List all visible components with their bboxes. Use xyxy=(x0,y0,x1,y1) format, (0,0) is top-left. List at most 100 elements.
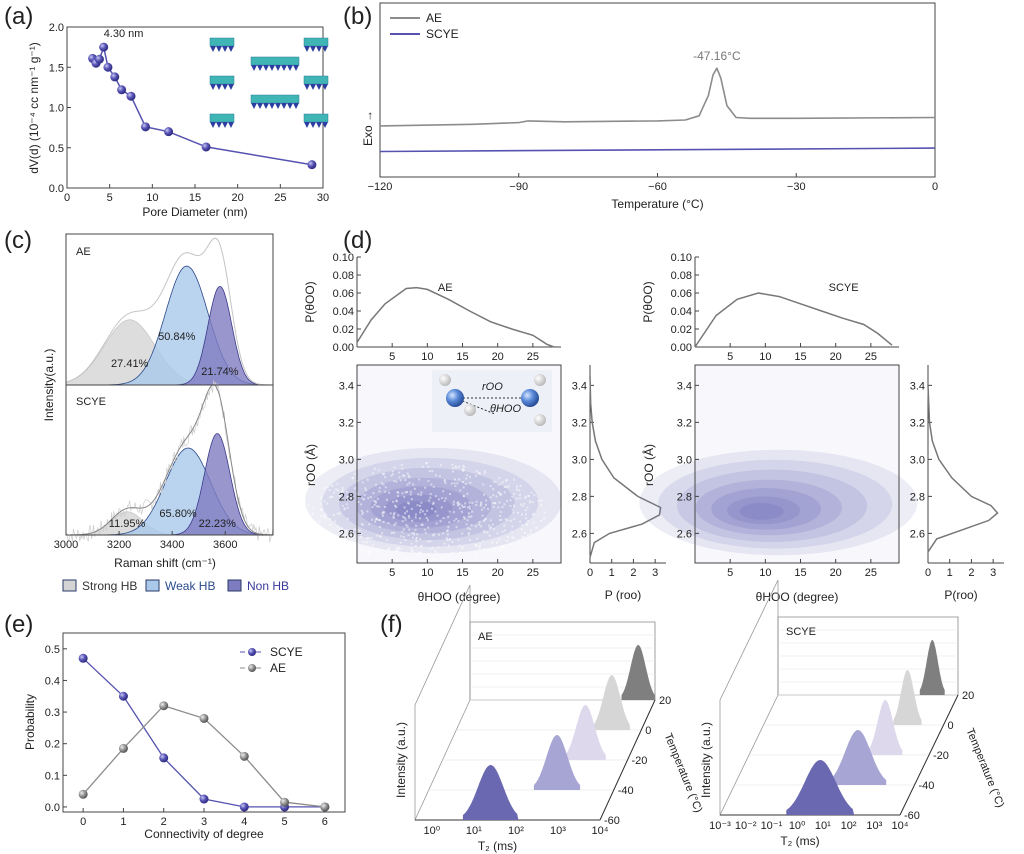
density-speckle xyxy=(510,543,513,546)
density-speckle xyxy=(468,505,471,508)
density-speckle xyxy=(481,514,484,517)
density-speckle xyxy=(457,504,460,507)
density-contour xyxy=(658,459,893,549)
density-speckle xyxy=(332,535,335,538)
density-speckle xyxy=(427,479,430,482)
density-speckle xyxy=(401,474,404,477)
density-speckle xyxy=(408,516,411,519)
density-speckle xyxy=(326,502,329,505)
density-speckle xyxy=(404,512,407,515)
density-speckle xyxy=(367,537,370,540)
structure-block xyxy=(209,75,235,85)
density-speckle xyxy=(535,526,538,529)
density-speckle xyxy=(360,509,363,512)
density-speckle xyxy=(443,480,446,483)
density-speckle xyxy=(329,523,332,526)
density-speckle xyxy=(365,541,368,544)
density-speckle xyxy=(308,518,311,521)
density-speckle xyxy=(432,485,435,488)
top-y-axis-label: P(θOO) xyxy=(641,281,655,322)
density-speckle xyxy=(330,539,333,542)
legend-label: SCYE xyxy=(270,645,303,659)
density-speckle xyxy=(512,511,515,514)
density-speckle xyxy=(419,537,422,540)
x-tick-label: 20 xyxy=(492,567,504,579)
density-speckle xyxy=(429,540,432,543)
density-speckle xyxy=(361,511,364,514)
density-speckle xyxy=(385,539,388,542)
density-speckle xyxy=(448,558,451,561)
t2-peak--20 xyxy=(868,700,903,755)
density-speckle xyxy=(409,490,412,493)
density-speckle xyxy=(426,509,429,512)
density-speckle xyxy=(440,497,443,500)
density-speckle xyxy=(424,513,427,516)
density-speckle xyxy=(323,500,326,503)
density-speckle xyxy=(509,504,512,507)
density-speckle xyxy=(465,523,468,526)
density-speckle xyxy=(521,505,524,508)
density-speckle xyxy=(374,520,377,523)
density-speckle xyxy=(438,475,441,478)
data-point xyxy=(199,713,209,723)
density-speckle xyxy=(393,523,396,526)
density-speckle xyxy=(475,554,478,557)
data-point xyxy=(159,753,169,763)
density-speckle xyxy=(367,497,370,500)
data-point xyxy=(199,794,209,804)
peak-annotation: 4.30 nm xyxy=(104,28,144,40)
subplot-label: SCYE xyxy=(76,396,106,408)
density-speckle xyxy=(520,528,523,531)
density-speckle xyxy=(340,490,343,493)
density-speckle xyxy=(361,481,364,484)
density-speckle xyxy=(483,519,486,522)
y-tick-label: 2.8 xyxy=(910,491,925,503)
density-speckle xyxy=(448,521,451,524)
density-speckle xyxy=(339,535,342,538)
y-tick-label: 0.2 xyxy=(45,739,60,751)
density-speckle xyxy=(495,495,498,498)
density-speckle xyxy=(374,500,377,503)
x-tick-label: 0 xyxy=(932,181,938,193)
density-speckle xyxy=(488,524,491,527)
density-speckle xyxy=(480,525,483,528)
density-speckle xyxy=(398,476,401,479)
density-speckle xyxy=(318,520,321,523)
density-speckle xyxy=(378,525,381,528)
density-speckle xyxy=(498,501,501,504)
subplot-label: SCYE xyxy=(786,626,816,638)
density-speckle xyxy=(403,506,406,509)
density-speckle xyxy=(518,493,521,496)
density-speckle xyxy=(404,518,407,521)
density-speckle xyxy=(366,510,369,513)
z-tick-label: 20 xyxy=(962,690,974,702)
density-speckle xyxy=(523,531,526,534)
x-axis-label: θHOO (degree) xyxy=(756,590,839,604)
density-speckle xyxy=(334,520,337,523)
density-speckle xyxy=(356,493,359,496)
density-speckle xyxy=(402,535,405,538)
density-speckle xyxy=(499,494,502,497)
density-speckle xyxy=(398,471,401,474)
x-tick-label: 3 xyxy=(652,567,658,579)
density-speckle xyxy=(456,501,459,504)
y-tick-label: 3.0 xyxy=(910,454,925,466)
density-speckle xyxy=(482,483,485,486)
density-speckle xyxy=(458,465,461,468)
panel-label-f: (f) xyxy=(380,611,403,638)
y-tick-label: 0.06 xyxy=(333,288,354,300)
data-point xyxy=(94,54,104,64)
density-speckle xyxy=(474,474,477,477)
structure-tetrahedron xyxy=(322,122,328,128)
density-speckle xyxy=(520,524,523,527)
structure-tetrahedron xyxy=(228,84,234,90)
density-speckle xyxy=(373,503,376,506)
density-speckle xyxy=(307,503,310,506)
x-tick-label: 15 xyxy=(794,567,806,579)
density-speckle xyxy=(428,470,431,473)
density-speckle xyxy=(511,495,514,498)
density-speckle xyxy=(497,491,500,494)
density-speckle xyxy=(504,529,507,532)
y-tick-label: 3.2 xyxy=(910,417,925,429)
